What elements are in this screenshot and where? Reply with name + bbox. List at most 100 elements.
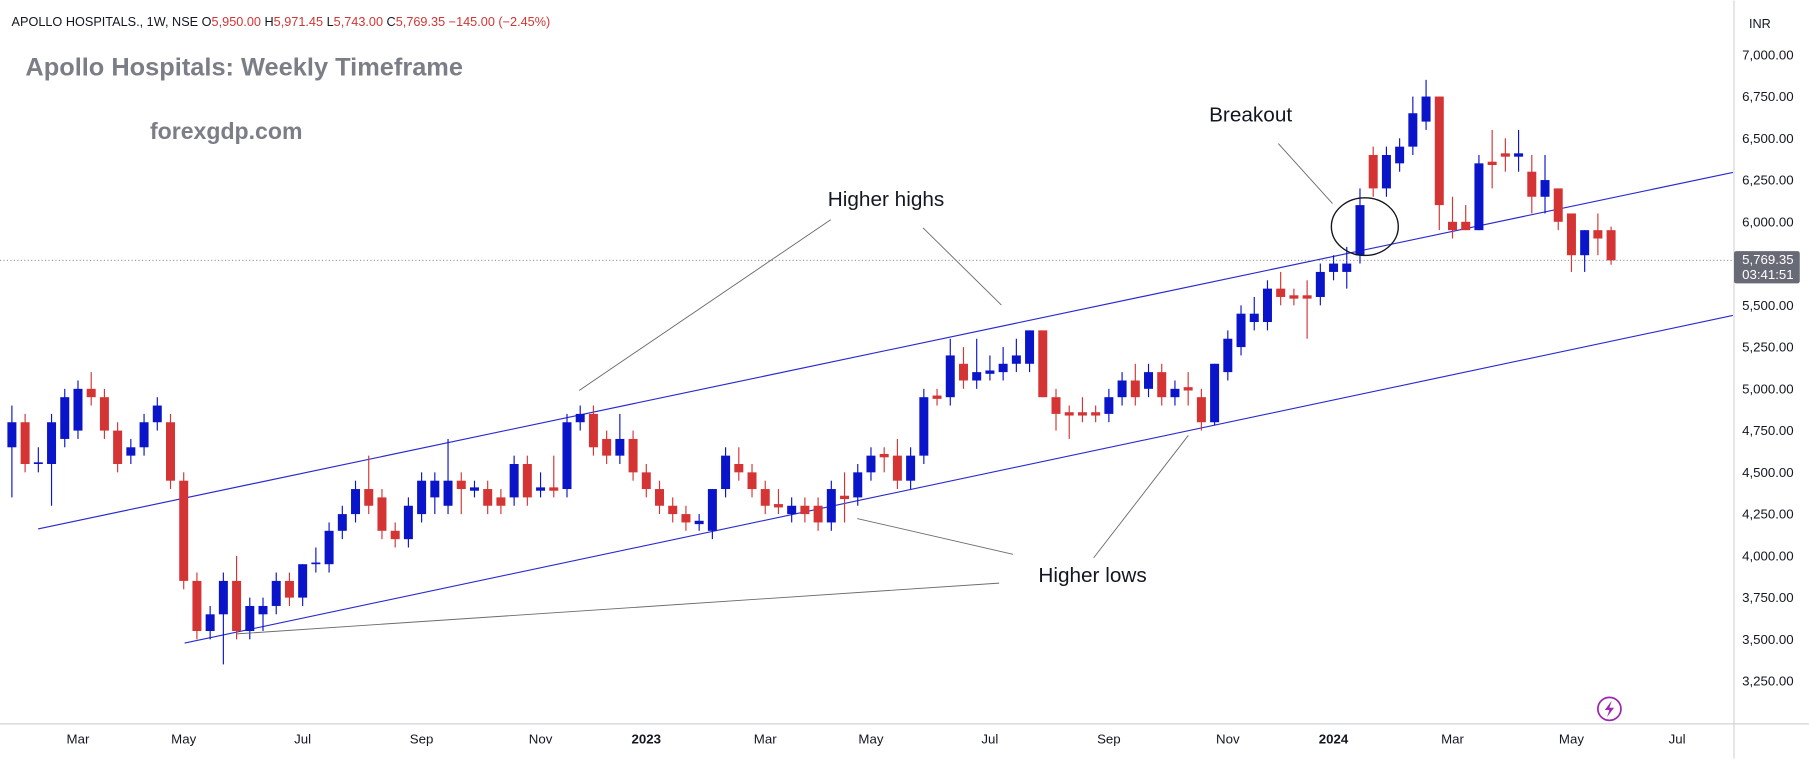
candle-body	[1342, 263, 1352, 272]
y-tick-label: 6,500.00	[1742, 131, 1794, 146]
y-tick-label: 4,250.00	[1742, 507, 1794, 522]
y-tick-label: 5,250.00	[1742, 340, 1794, 355]
candle-body	[945, 355, 955, 398]
candle-body	[232, 580, 242, 632]
y-tick-label: 3,750.00	[1742, 590, 1794, 605]
candle-body	[985, 370, 995, 374]
x-tick-label: Nov	[529, 731, 553, 746]
candle-body	[258, 605, 268, 615]
candle-body	[60, 397, 70, 439]
candle-body	[1104, 397, 1114, 414]
candle-body	[549, 487, 559, 491]
ohlc-value: 5,971.45	[274, 15, 323, 29]
y-tick-label: 7,000.00	[1742, 47, 1794, 62]
candle-body	[311, 562, 321, 565]
candle-body	[787, 505, 797, 515]
candle-body	[826, 489, 836, 523]
symbol: APOLLO HOSPITALS., 1W, NSE	[12, 15, 199, 29]
candle-body	[113, 430, 123, 464]
candle-body	[324, 530, 334, 565]
candle-body	[1315, 271, 1325, 297]
candle-body	[1183, 387, 1193, 391]
upper-trendline	[37, 171, 1733, 530]
candle-body	[800, 505, 810, 515]
x-tick-label: Nov	[1216, 731, 1240, 746]
candle-body	[1408, 113, 1418, 147]
candle-body	[1011, 355, 1021, 364]
candle-body	[602, 438, 612, 456]
candle-body	[443, 480, 453, 506]
pointer	[578, 219, 831, 391]
candle-body	[1606, 230, 1616, 261]
y-tick-label: 6,000.00	[1742, 214, 1794, 229]
candle-body	[1540, 180, 1550, 197]
candle-body	[245, 605, 255, 632]
candle-body	[430, 480, 440, 498]
x-tick-label: May	[1559, 731, 1584, 746]
candle-body	[403, 505, 413, 540]
ohlc-value: 5,743.00	[334, 15, 383, 29]
candle-body	[734, 463, 744, 473]
icon-bolt	[1604, 700, 1615, 717]
y-tick-label: 5,500.00	[1742, 298, 1794, 313]
candle-body	[773, 504, 783, 508]
candle-body	[747, 472, 757, 490]
candle-body	[628, 438, 638, 473]
candle-body	[958, 363, 968, 381]
candle-body	[906, 455, 916, 481]
breakout-circle	[1330, 197, 1399, 257]
change: −145.00 (−2.45%)	[449, 15, 551, 29]
y-tick-label: 4,750.00	[1742, 423, 1794, 438]
x-tick-label: Sep	[410, 731, 434, 746]
ohlc-value: 5,769.35	[396, 15, 445, 29]
candle-body	[1593, 230, 1603, 239]
candle-body	[575, 413, 585, 423]
chart-title: Apollo Hospitals: Weekly Timeframe	[25, 54, 463, 82]
candle-body	[853, 472, 863, 498]
candle-body	[892, 455, 902, 481]
currency: INR	[1749, 17, 1771, 31]
candle-body	[813, 505, 823, 523]
y-tick-label: 6,750.00	[1742, 89, 1794, 104]
y-tick-label: 4,500.00	[1742, 465, 1794, 480]
candle-body	[866, 455, 876, 473]
annotation: Higher lows	[1038, 564, 1146, 587]
x-tick-label: Jul	[1669, 731, 1686, 746]
candle-body	[760, 489, 770, 506]
candle-body	[1434, 96, 1444, 206]
candle-body	[1064, 412, 1074, 416]
candle-body	[337, 514, 347, 531]
candle-body	[1302, 295, 1312, 299]
candle-body	[1038, 330, 1048, 398]
watermark: forexgdp.com	[150, 118, 303, 144]
candle-body	[205, 614, 215, 632]
candle-body	[271, 580, 281, 606]
x-tick-label: 2023	[632, 731, 661, 746]
candle-body	[284, 580, 294, 598]
y-tick-label: 6,250.00	[1742, 173, 1794, 188]
candle-body	[1236, 313, 1246, 348]
alert-icon[interactable]	[1597, 696, 1622, 722]
ohlc-prefix: C	[387, 15, 396, 29]
candle-body	[1580, 230, 1590, 256]
candle-body	[707, 489, 717, 531]
x-tick-label: 2024	[1319, 731, 1349, 746]
pointer	[857, 518, 1014, 555]
candle-body	[998, 363, 1008, 373]
pointer	[1093, 435, 1189, 559]
y-tick-label: 3,500.00	[1742, 632, 1794, 647]
candle-body	[879, 453, 889, 458]
candle-body	[351, 489, 361, 515]
y-tick-label: 5,000.00	[1742, 381, 1794, 396]
ohlc-prefix: O	[202, 15, 212, 29]
annotation: Breakout	[1209, 104, 1292, 127]
candle-body	[364, 489, 374, 506]
candle-body	[536, 487, 546, 491]
last-price-box	[1734, 251, 1800, 284]
x-tick-label: Mar	[67, 731, 90, 746]
pointer	[922, 227, 1002, 306]
ohlc-prefix: H	[264, 15, 273, 29]
candle-body	[1487, 161, 1497, 166]
